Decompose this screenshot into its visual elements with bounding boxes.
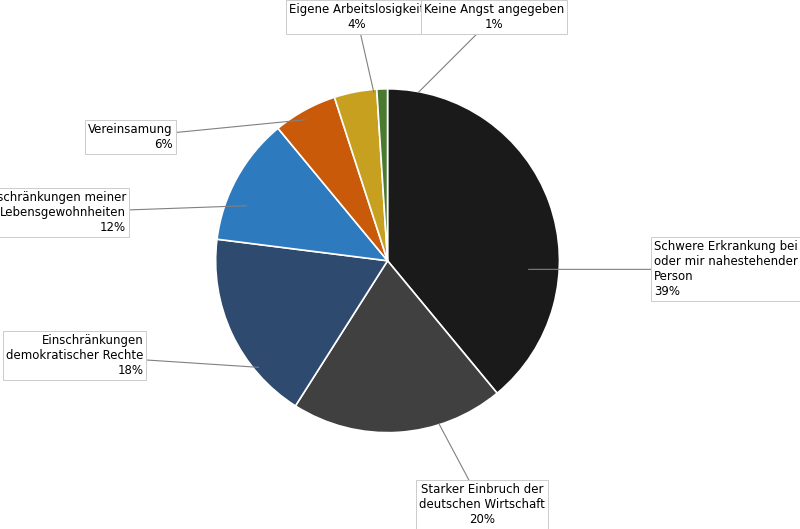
Text: Einschränkungen
demokratischer Rechte
18%: Einschränkungen demokratischer Rechte 18… (6, 334, 258, 377)
Text: Eigene Arbeitslosigkeit
4%: Eigene Arbeitslosigkeit 4% (289, 3, 424, 92)
Wedge shape (278, 97, 387, 261)
Wedge shape (217, 129, 387, 261)
Text: Einschränkungen meiner
Lebensgewohnheiten
12%: Einschränkungen meiner Lebensgewohnheite… (0, 191, 246, 234)
Wedge shape (334, 89, 387, 261)
Text: Schwere Erkrankung bei mir
oder mir nahestehender
Person
39%: Schwere Erkrankung bei mir oder mir nahe… (529, 240, 800, 298)
Wedge shape (387, 89, 559, 393)
Wedge shape (377, 89, 387, 261)
Wedge shape (295, 261, 497, 433)
Text: Keine Angst angegeben
1%: Keine Angst angegeben 1% (418, 3, 564, 92)
Text: Vereinsamung
6%: Vereinsamung 6% (88, 120, 305, 151)
Text: Starker Einbruch der
deutschen Wirtschaft
20%: Starker Einbruch der deutschen Wirtschaf… (419, 424, 545, 526)
Wedge shape (216, 239, 387, 406)
